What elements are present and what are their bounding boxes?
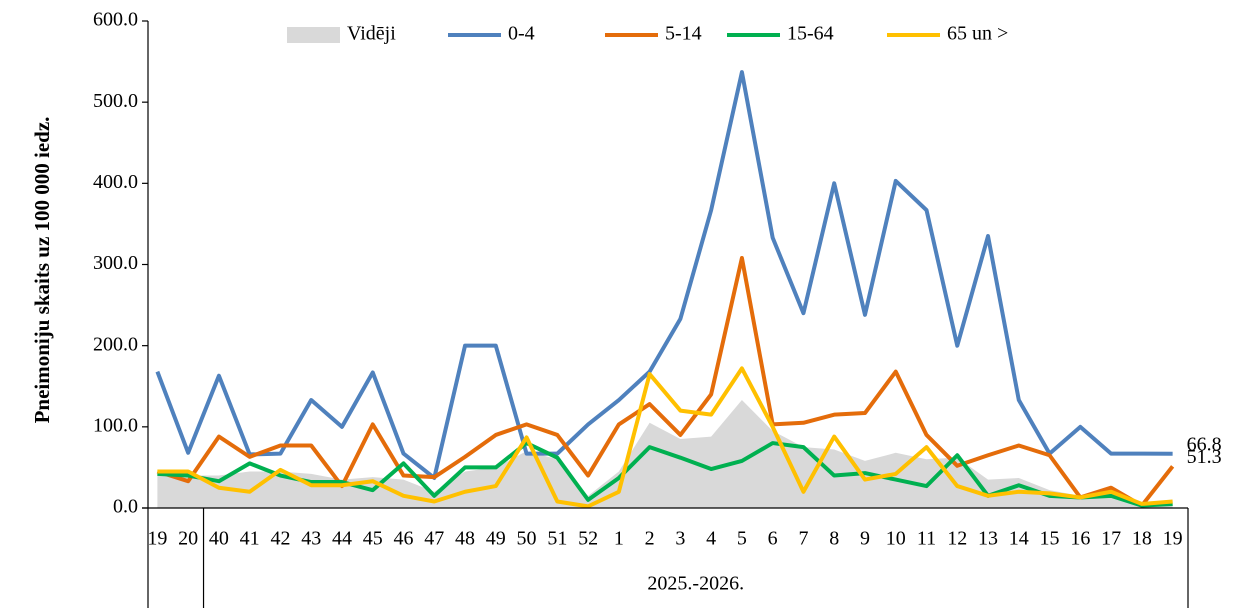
legend-label: 5-14 <box>665 23 702 45</box>
x-tick-label: 47 <box>424 528 444 550</box>
x-tick-label: 6 <box>768 528 778 550</box>
x-tick-label: 14 <box>1009 528 1029 550</box>
x-tick-label: 12 <box>947 528 967 550</box>
value-label: 66.8 <box>1187 433 1222 455</box>
x-tick-label: 3 <box>675 528 685 550</box>
y-tick-label: 200.0 <box>93 333 138 355</box>
x-tick-label: 11 <box>917 528 936 550</box>
x-tick-label: 19 <box>147 528 167 550</box>
x-tick-label: 1 <box>614 528 624 550</box>
line <box>156 256 1175 508</box>
x-tick-label: 46 <box>394 528 414 550</box>
line <box>157 366 1173 509</box>
y-tick-label: 0.0 <box>113 496 138 518</box>
line <box>157 441 1173 508</box>
y-tick-label: 400.0 <box>93 171 138 193</box>
x-tick-label: 8 <box>829 528 839 550</box>
x-tick-label: 4 <box>706 528 716 550</box>
x-tick-label: 7 <box>798 528 808 550</box>
line <box>155 70 1173 480</box>
x-tick-label: 50 <box>517 528 537 550</box>
x-tick-label: 20 <box>178 528 198 550</box>
x-tick-label: 17 <box>1101 528 1121 550</box>
legend-label: Vidēji <box>347 23 396 45</box>
legend-label: 15-64 <box>787 23 834 45</box>
y-tick-label: 500.0 <box>93 90 138 112</box>
legend-swatch <box>287 27 340 43</box>
legend-label: 65 un > <box>947 23 1008 45</box>
y-tick-label: 100.0 <box>93 414 138 436</box>
x-tick-label: 15 <box>1040 528 1060 550</box>
y-tick-label: 300.0 <box>93 252 138 274</box>
x-tick-label: 44 <box>332 528 352 550</box>
x-tick-label: 42 <box>270 528 290 550</box>
x-tick-label: 18 <box>1132 528 1152 550</box>
x-tick-label: 40 <box>209 528 229 550</box>
value-label: 51.3 <box>1187 446 1222 468</box>
x-tick-label: 52 <box>578 528 598 550</box>
x-tick-label: 19 <box>1163 528 1183 550</box>
legend-label: 0-4 <box>508 23 535 45</box>
x-tick-label: 51 <box>547 528 567 550</box>
x-tick-label: 2 <box>645 528 655 550</box>
x-tick-label: 5 <box>737 528 747 550</box>
x-tick-label: 49 <box>486 528 506 550</box>
x-tick-label: 10 <box>886 528 906 550</box>
x-tick-label: 13 <box>978 528 998 550</box>
x-tick-label: 41 <box>240 528 260 550</box>
x-tick-label: 45 <box>363 528 383 550</box>
x-group-label: 2025.-2026. <box>647 573 744 595</box>
x-tick-label: 43 <box>301 528 321 550</box>
y-tick-label: 600.0 <box>93 9 138 31</box>
x-tick-label: 16 <box>1070 528 1090 550</box>
x-tick-label: 48 <box>455 528 475 550</box>
x-tick-label: 9 <box>860 528 870 550</box>
y-axis-label: Pneimoniju skaits uz 100 000 iedz. <box>30 117 54 424</box>
